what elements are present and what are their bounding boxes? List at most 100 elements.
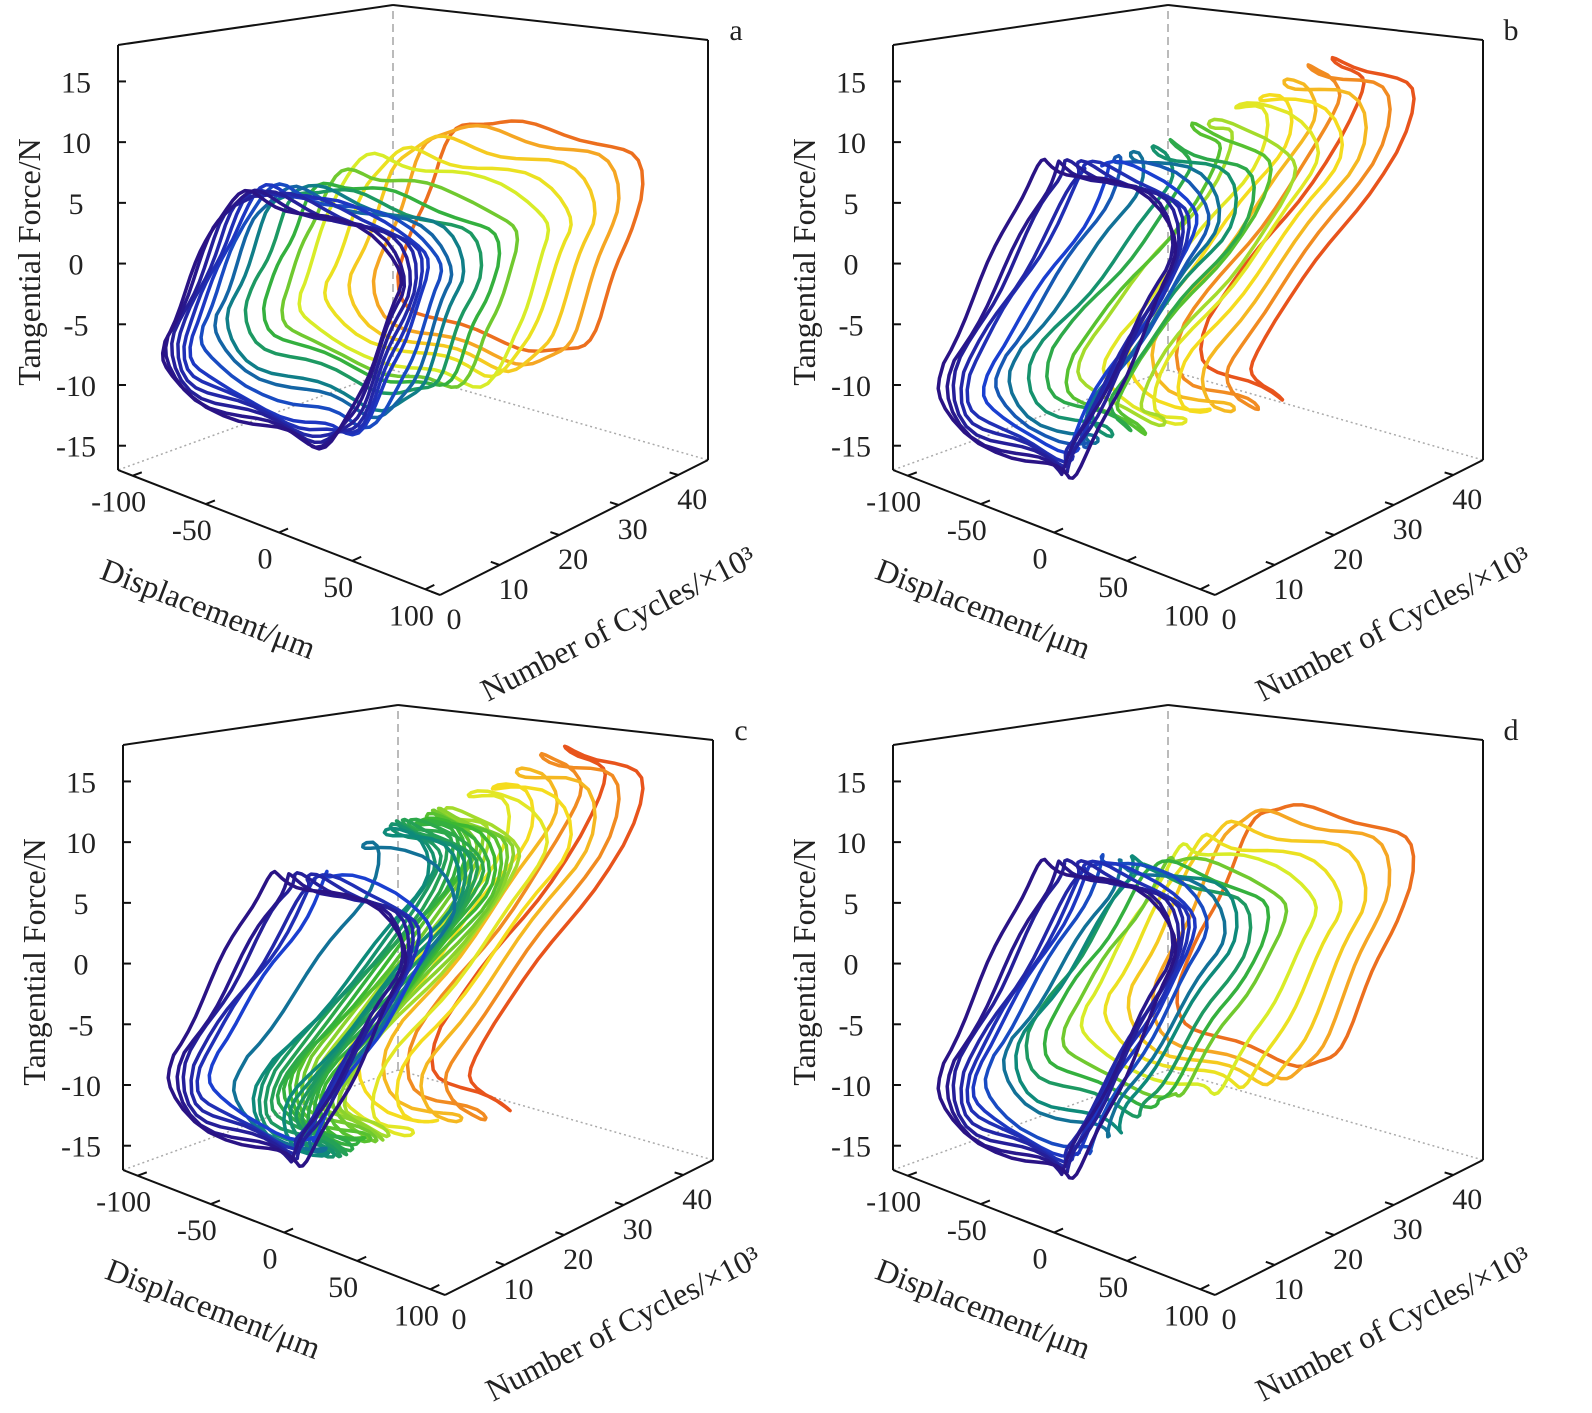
x-tick — [1199, 1283, 1210, 1291]
hysteresis-loop — [257, 822, 468, 1159]
x-tick — [424, 583, 435, 591]
x-tick-label: 0 — [263, 1243, 278, 1276]
hysteresis-loop — [1199, 55, 1416, 402]
x-tick-label: -100 — [96, 1186, 151, 1219]
hysteresis-loop — [945, 859, 1175, 1177]
z-tick-label: -15 — [61, 1131, 101, 1164]
x-tick-label: 100 — [1164, 599, 1209, 632]
hysteresis-loop — [281, 818, 492, 1147]
x-tick-label: 50 — [323, 571, 353, 604]
hysteresis-loop — [297, 151, 551, 389]
hysteresis-loop — [1175, 803, 1416, 1069]
z-tick-label: -5 — [64, 309, 89, 342]
x-tick — [137, 1171, 148, 1177]
hysteresis-loop — [225, 183, 466, 413]
hysteresis-loop — [357, 782, 573, 1124]
z-tick-label: -5 — [839, 1009, 864, 1042]
hysteresis-loop — [430, 744, 645, 1113]
top-edge-line — [1167, 4, 1484, 41]
z-tick-label: -10 — [61, 1070, 101, 1103]
x-tick-label: 0 — [1033, 543, 1048, 576]
x-tick-label: 100 — [394, 1299, 439, 1332]
y-axis-title: Number of Cycles/×10³ — [480, 1238, 766, 1408]
hysteresis-loop — [1101, 101, 1321, 426]
hysteresis-loop — [306, 806, 516, 1142]
x-tick-label: 100 — [1164, 1299, 1209, 1332]
hysteresis-loop — [175, 872, 405, 1164]
y-tick-label: 20 — [563, 1243, 593, 1276]
x-tick — [980, 499, 991, 506]
hysteresis-loop — [945, 159, 1175, 477]
z-tick-label: 0 — [74, 949, 89, 982]
z-tick-label: -15 — [831, 1131, 871, 1164]
hysteresis-loop — [188, 183, 430, 437]
z-tick-label: 15 — [836, 766, 866, 799]
y-tick — [1205, 590, 1216, 596]
z-tick-label: 5 — [74, 888, 89, 921]
y-tick-label: 40 — [677, 483, 707, 516]
z-tick-label: -10 — [56, 370, 96, 403]
y-tick-label: 20 — [1333, 543, 1363, 576]
hysteresis-loop — [371, 123, 621, 367]
x-axis-title: Displacement/μm — [96, 551, 321, 666]
z-tick-label: 15 — [836, 66, 866, 99]
x-tick-label: 50 — [1098, 1271, 1128, 1304]
hysteresis-loop — [1045, 137, 1256, 433]
x-tick-label: -50 — [177, 1214, 217, 1247]
y-tick — [1384, 1201, 1394, 1206]
x-axis-title: Displacement/μm — [871, 551, 1096, 666]
z-tick-label: -15 — [56, 431, 96, 464]
hysteresis-loop — [1151, 808, 1392, 1081]
y-tick — [614, 1201, 624, 1206]
y-tick-label: 0 — [447, 603, 462, 636]
x-tick — [1126, 555, 1137, 562]
x-tick-label: -50 — [172, 514, 212, 547]
z-tick-label: 15 — [66, 766, 96, 799]
y-tick — [495, 1260, 505, 1266]
hysteresis-loop — [936, 857, 1178, 1180]
x-tick — [351, 555, 362, 562]
x-tick-label: 0 — [258, 543, 273, 576]
panel-label: c — [734, 714, 747, 747]
z-tick-label: 10 — [836, 127, 866, 160]
z-tick-label: 5 — [69, 188, 84, 221]
hysteresis-loop — [213, 184, 454, 420]
z-tick-label: 0 — [844, 249, 859, 282]
z-tick-label: -5 — [69, 1009, 94, 1042]
x-tick — [980, 1199, 991, 1206]
y-tick-label: 30 — [618, 513, 648, 546]
z-axis-title: Tangential Force/N — [11, 138, 47, 385]
floor-grid-line — [117, 369, 394, 471]
hysteresis-loop — [981, 159, 1199, 455]
x-tick — [210, 1199, 221, 1206]
y-tick — [435, 1290, 446, 1296]
z-axis-title: Tangential Force/N — [786, 838, 822, 1085]
y-tick-label: 40 — [682, 1183, 712, 1216]
top-edge-line — [1167, 704, 1484, 741]
hysteresis-loop — [312, 806, 522, 1139]
hysteresis-loop — [405, 751, 621, 1122]
hysteresis-loop — [300, 808, 510, 1144]
y-tick-label: 0 — [1222, 603, 1237, 636]
y-tick-label: 30 — [1393, 513, 1423, 546]
x-tick — [907, 471, 918, 477]
y-tick-label: 20 — [558, 543, 588, 576]
x-tick — [205, 499, 216, 506]
y-tick-label: 10 — [499, 573, 529, 606]
top-edge-line — [122, 704, 399, 746]
x-tick-label: -100 — [866, 486, 921, 519]
x-tick — [907, 1171, 918, 1177]
top-edge-line — [397, 704, 714, 741]
z-tick-label: -10 — [831, 1070, 871, 1103]
hysteresis-loop — [160, 188, 404, 451]
y-tick-label: 10 — [1274, 573, 1304, 606]
hysteresis-loop — [166, 869, 408, 1168]
x-tick-label: 0 — [1033, 1243, 1048, 1276]
x-tick-label: 100 — [389, 599, 434, 632]
hysteresis-loop — [182, 188, 424, 435]
top-edge-line — [892, 4, 1169, 46]
y-tick — [609, 501, 619, 506]
x-tick — [283, 1227, 294, 1234]
